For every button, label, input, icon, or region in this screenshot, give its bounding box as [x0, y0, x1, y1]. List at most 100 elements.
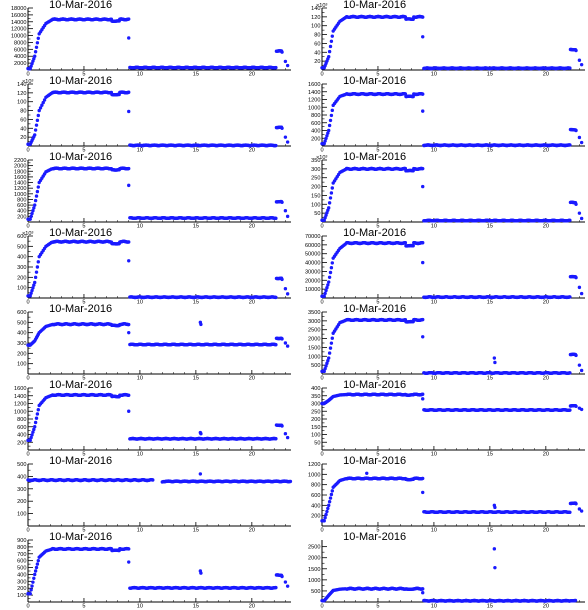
- data-point: [36, 185, 40, 189]
- data-point: [31, 209, 35, 213]
- y-exponent-label: ×10³: [22, 231, 33, 237]
- y-tick-label: 600: [17, 203, 26, 209]
- y-exponent-label: ×10³: [316, 3, 327, 9]
- x-tick-label: 20: [249, 224, 255, 230]
- data-point: [325, 361, 329, 366]
- y-tick-label: 40: [20, 126, 26, 132]
- data-point: [33, 50, 38, 54]
- data-point: [326, 359, 330, 363]
- data-point: [42, 98, 47, 102]
- data-point: [330, 186, 334, 190]
- data-point: [274, 143, 278, 148]
- x-tick-label: 10: [137, 148, 143, 154]
- data-point: [421, 260, 425, 265]
- data-point: [328, 270, 333, 275]
- chart-panel: 2000 4000 6000 8000 10000 12000 14000 16000 1800…: [0, 0, 294, 78]
- data-point: [574, 48, 578, 53]
- data-point: [493, 360, 497, 365]
- y-tick-label: 800: [17, 197, 26, 203]
- y-tick-label: 1000: [14, 409, 26, 415]
- x-tick-label: 15: [487, 72, 493, 78]
- data-point: [574, 202, 578, 206]
- x-tick-label: 10: [137, 300, 143, 306]
- data-point: [34, 45, 39, 49]
- data-point: [127, 330, 131, 335]
- chart-panel: 50 100 150 200 250 300 350 ×10³ 0 5 10 15 20 10-Mar-2…: [294, 151, 588, 230]
- y-tick-label: 2200: [14, 158, 26, 164]
- panel-title: 10-Mar-2016: [343, 0, 407, 11]
- data-point: [579, 62, 584, 67]
- x-tick-label: 20: [249, 452, 255, 458]
- data-point: [283, 135, 288, 139]
- scatter-plot: 2004006008001000120014001600180020002200…: [14, 158, 291, 230]
- data-point: [330, 261, 334, 265]
- x-tick-label: 15: [487, 376, 493, 382]
- x-tick-label: 5: [82, 376, 85, 382]
- x-tick-label: 5: [82, 224, 85, 230]
- data-point: [285, 292, 290, 296]
- x-tick-label: 5: [376, 224, 379, 230]
- data-point: [421, 15, 425, 19]
- data-point: [36, 260, 40, 264]
- data-point: [324, 136, 328, 141]
- data-point: [40, 103, 44, 107]
- x-tick-label: 5: [376, 72, 379, 78]
- x-tick-label: 0: [26, 72, 29, 78]
- data-point: [421, 184, 425, 189]
- x-tick-label: 20: [249, 72, 255, 78]
- chart-panel: 100 200 300 400 500 600 ×10³ 0 5 10 15 20 10-Mar-201…: [0, 227, 294, 306]
- y-tick-label: 1000: [308, 105, 320, 111]
- data-point: [327, 49, 332, 54]
- y-tick-label: 150: [311, 193, 320, 199]
- y-tick-label: 400: [17, 255, 26, 261]
- y-tick-label: 40: [314, 50, 320, 56]
- data-point: [35, 41, 40, 45]
- data-point: [35, 118, 40, 123]
- data-point: [568, 218, 572, 223]
- data-point: [127, 183, 131, 188]
- y-tick-label: 1000: [14, 192, 26, 198]
- y-tick-label: 80: [20, 109, 26, 115]
- data-point: [579, 140, 584, 145]
- data-point: [411, 244, 415, 248]
- data-point: [127, 166, 131, 171]
- y-tick-label: 250: [311, 176, 320, 182]
- data-point: [285, 344, 290, 348]
- data-point: [280, 277, 284, 282]
- y-tick-label: 500: [17, 320, 26, 326]
- y-tick-label: 400: [311, 129, 320, 135]
- data-point: [323, 139, 327, 143]
- panel-title: 10-Mar-2016: [343, 227, 407, 239]
- data-point: [127, 17, 131, 21]
- y-tick-label: 1200: [308, 98, 320, 104]
- y-tick-label: 200: [17, 275, 26, 281]
- x-tick-label: 0: [26, 300, 29, 306]
- y-tick-label: 200: [17, 351, 26, 357]
- data-point: [324, 288, 328, 293]
- data-point: [35, 189, 40, 194]
- data-point: [326, 283, 330, 287]
- data-point: [421, 317, 425, 322]
- y-tick-label: 60000: [305, 243, 321, 249]
- panel-title: 10-Mar-2016: [343, 75, 407, 87]
- y-tick-label: 70000: [305, 234, 321, 240]
- x-tick-label: 20: [543, 376, 549, 382]
- data-point: [492, 356, 497, 360]
- data-point: [323, 291, 327, 296]
- data-point: [127, 259, 131, 263]
- data-point: [280, 126, 284, 130]
- x-tick-label: 5: [82, 148, 85, 154]
- data-point: [199, 322, 203, 327]
- data-point: [127, 109, 131, 114]
- y-tick-label: 100: [311, 202, 320, 208]
- y-tick-label: 100: [17, 362, 26, 368]
- y-tick-label: 120: [311, 15, 320, 21]
- data-point: [327, 128, 331, 133]
- data-point: [33, 275, 38, 280]
- y-tick-label: 2000: [14, 61, 26, 67]
- x-tick-label: 0: [320, 300, 323, 306]
